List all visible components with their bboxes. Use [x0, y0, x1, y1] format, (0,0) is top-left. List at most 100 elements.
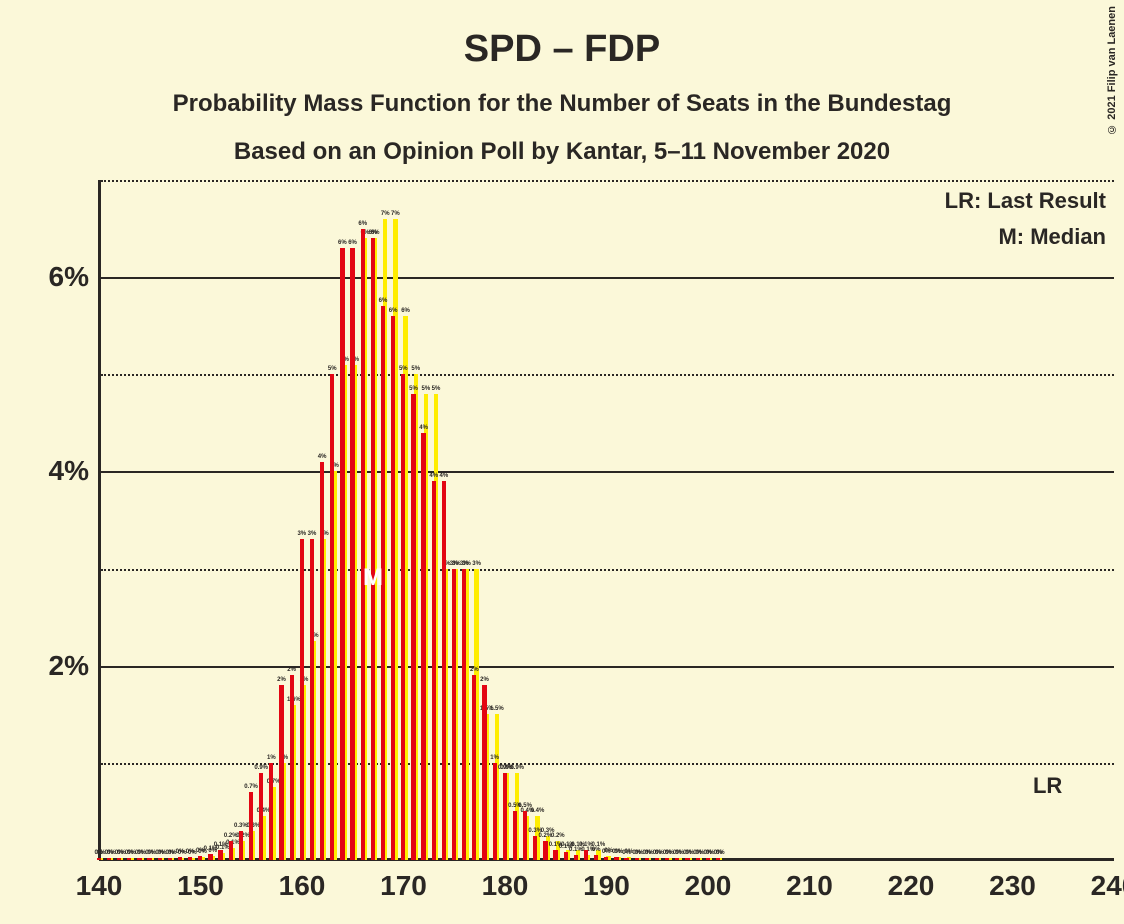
bar-red	[188, 857, 192, 860]
bar-red	[320, 462, 324, 860]
bar-red	[574, 855, 578, 860]
x-tick-label: 200	[685, 860, 732, 902]
bar-red	[543, 841, 547, 860]
bar-red	[97, 858, 101, 860]
bar-yellow-label: 0.9%	[510, 765, 524, 771]
chart-subtitle-2: Based on an Opinion Poll by Kantar, 5–11…	[0, 138, 1124, 166]
chart-title: SPD – FDP	[0, 28, 1124, 71]
bar-red-label: 4%	[429, 473, 438, 479]
bar-red	[249, 792, 253, 860]
bar-red	[330, 374, 334, 860]
x-tick-label: 150	[177, 860, 224, 902]
bar-red	[442, 481, 446, 860]
bar-red	[655, 858, 659, 860]
bar-red	[665, 858, 669, 860]
gridline-minor	[101, 374, 1114, 376]
bar-red-label: 0%	[166, 850, 175, 856]
bar-red-label: 0.2%	[224, 833, 238, 839]
bar-yellow-label: 0.2%	[551, 833, 565, 839]
bar-yellow-label: 6%	[401, 308, 410, 314]
bar-red	[168, 858, 172, 860]
bar-red	[493, 763, 497, 860]
bar-red	[675, 858, 679, 860]
bar-red	[513, 811, 517, 860]
bar-red	[553, 850, 557, 860]
bar-red-label: 0%	[714, 850, 723, 856]
bar-red	[259, 773, 263, 860]
x-tick-label: 230	[989, 860, 1036, 902]
bar-red	[127, 858, 131, 860]
bar-red	[401, 374, 405, 860]
bar-red-label: 0%	[115, 850, 124, 856]
bar-red-label: 0.3%	[234, 823, 248, 829]
bar-red-label: 6%	[358, 221, 367, 227]
x-tick-label: 140	[76, 860, 123, 902]
bar-yellow-label: 5%	[411, 366, 420, 372]
bar-red-label: 6%	[369, 230, 378, 236]
bar-red	[229, 841, 233, 860]
chart-subtitle-1: Probability Mass Function for the Number…	[0, 90, 1124, 118]
bar-red-label: 0%	[186, 849, 195, 855]
bar-red	[290, 675, 294, 860]
bar-red-label: 6%	[348, 240, 357, 246]
bar-red-label: 5%	[399, 366, 408, 372]
bar-red	[178, 857, 182, 860]
bar-red	[624, 858, 628, 860]
last-result-marker: LR	[1033, 773, 1062, 799]
bar-red-label: 0%	[105, 850, 114, 856]
bar-red-label: 6%	[338, 240, 347, 246]
bar-red	[635, 858, 639, 860]
bar-red-label: 2%	[287, 667, 296, 673]
bar-yellow-label: 7%	[381, 211, 390, 217]
bar-red	[391, 316, 395, 860]
bar-yellow-label: 1.5%	[490, 706, 504, 712]
bar-red-label: 6%	[389, 308, 398, 314]
bar-red	[614, 857, 618, 860]
bar-red	[462, 569, 466, 860]
bar-red-label: 0%	[653, 850, 662, 856]
bar-red	[472, 675, 476, 860]
bar-red-label: 0.7%	[244, 784, 258, 790]
chart-container: { "title": "SPD – FDP", "subtitle1": "Pr…	[0, 0, 1124, 924]
bar-red	[371, 238, 375, 860]
bar-red	[300, 539, 304, 860]
bar-red	[340, 248, 344, 860]
bar-red	[533, 836, 537, 860]
x-tick-label: 210	[786, 860, 833, 902]
y-tick-label: 2%	[49, 650, 99, 682]
bar-yellow-label: 5%	[422, 386, 431, 392]
bar-red-label: 0%	[155, 850, 164, 856]
bar-red-label: 2%	[470, 667, 479, 673]
bar-red-label: 4%	[419, 425, 428, 431]
bar-red	[350, 248, 354, 860]
bar-red	[218, 850, 222, 860]
bar-red-label: 0%	[683, 850, 692, 856]
bar-red	[594, 855, 598, 860]
bar-red-label: 0%	[145, 850, 154, 856]
bar-red-label: 0.2%	[539, 833, 553, 839]
bar-red-label: 0.5%	[518, 803, 532, 809]
bar-red	[361, 229, 365, 860]
legend-last-result: LR: Last Result	[945, 188, 1106, 214]
x-tick-label: 180	[482, 860, 529, 902]
bar-red	[696, 858, 700, 860]
bar-red-label: 0%	[632, 850, 641, 856]
gridline-minor	[101, 763, 1114, 765]
bar-red-label: 2%	[277, 677, 286, 683]
bar-red-label: 6%	[379, 298, 388, 304]
bar-yellow-label: 3%	[472, 561, 481, 567]
bar-red	[452, 569, 456, 860]
bar-red-label: 0%	[592, 847, 601, 853]
bar-red	[158, 858, 162, 860]
bar-red	[503, 773, 507, 860]
bar-red-label: 0%	[602, 849, 611, 855]
x-tick-label: 190	[583, 860, 630, 902]
bar-red-label: 3%	[297, 531, 306, 537]
bar-red	[432, 481, 436, 860]
bar-red-label: 0.9%	[254, 765, 268, 771]
bar-red-label: 0%	[643, 850, 652, 856]
x-tick-label: 240	[1091, 860, 1124, 902]
bar-red	[117, 858, 121, 860]
bar-red	[137, 858, 141, 860]
bar-red-label: 0%	[673, 850, 682, 856]
